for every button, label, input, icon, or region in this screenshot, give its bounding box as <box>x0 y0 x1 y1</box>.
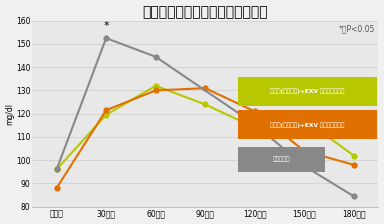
FancyBboxPatch shape <box>238 110 377 139</box>
Text: 食パン(脂きあり)+EXV オリーブオイル: 食パン(脂きあり)+EXV オリーブオイル <box>270 88 344 94</box>
Text: 食パンのみ: 食パンのみ <box>273 156 290 162</box>
Title: パンを食べたときの血糖値の変化: パンを食べたときの血糖値の変化 <box>142 6 268 19</box>
Text: 食パン(脂きなし)+EXV オリーブオイル: 食パン(脂きなし)+EXV オリーブオイル <box>270 122 344 128</box>
FancyBboxPatch shape <box>238 147 325 172</box>
Text: *：P<0.05: *：P<0.05 <box>339 24 375 33</box>
Y-axis label: mg/dl: mg/dl <box>5 103 15 125</box>
Text: *: * <box>103 21 109 31</box>
FancyBboxPatch shape <box>238 77 377 106</box>
